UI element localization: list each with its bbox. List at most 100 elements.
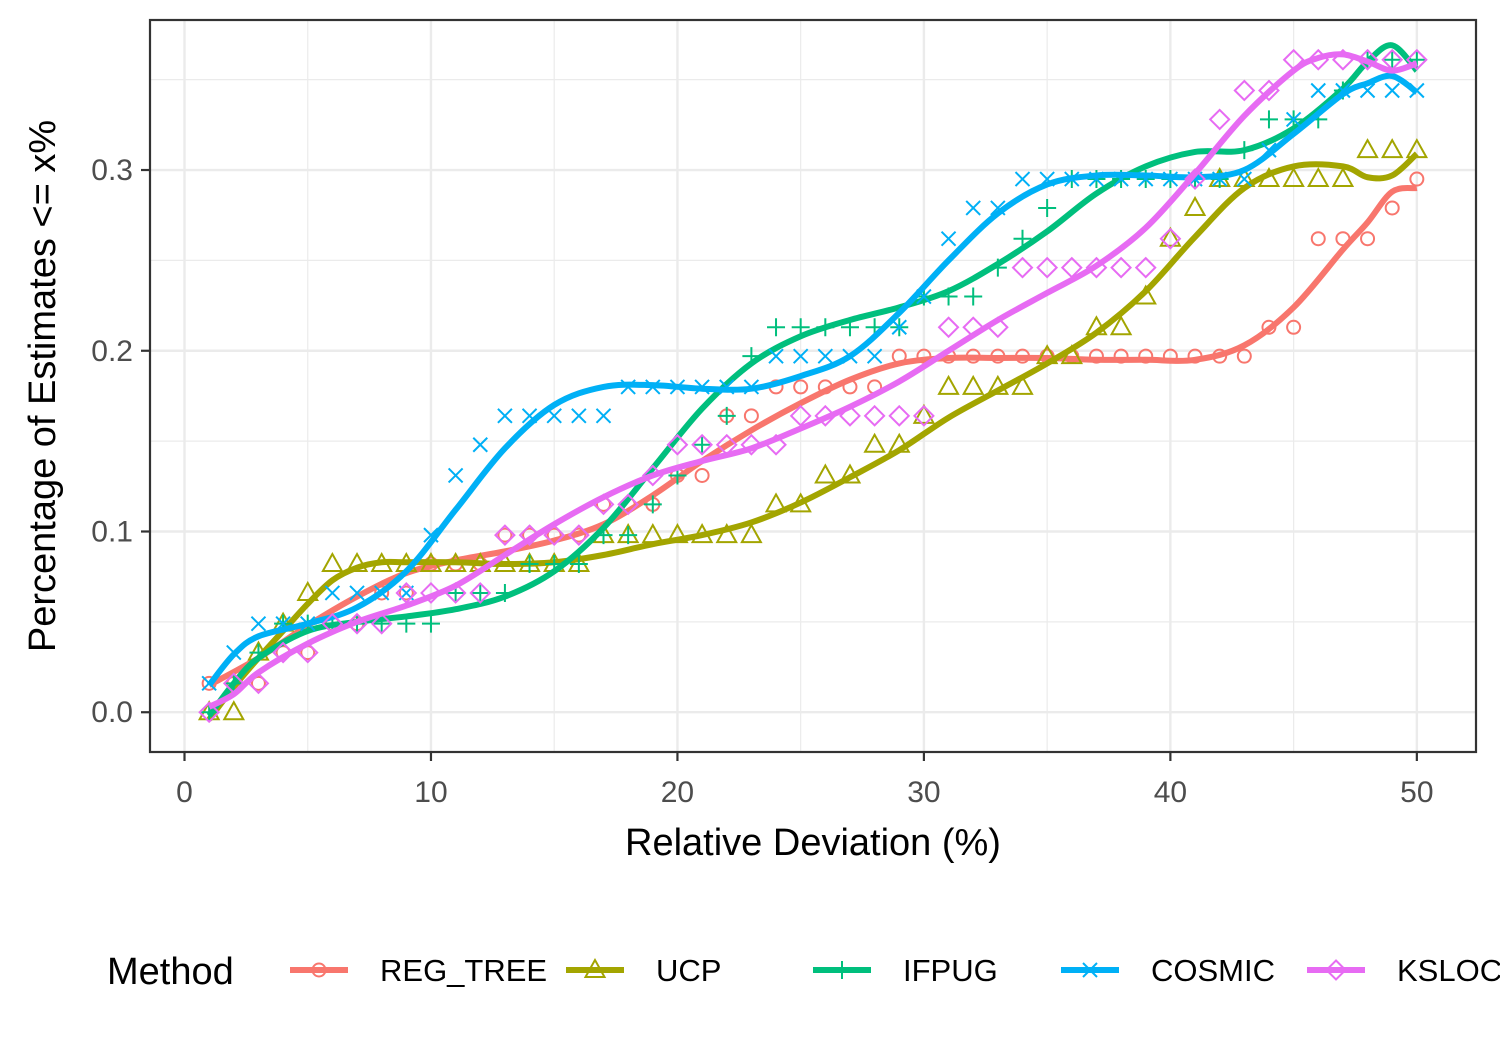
y-tick-label: 0.3 <box>91 154 133 187</box>
legend-label-ksloc: KSLOC <box>1397 953 1500 988</box>
data-point-ksloc <box>1134 256 1157 279</box>
smooth-line-ifpug <box>206 42 1420 718</box>
data-point-ucp <box>1307 167 1330 188</box>
x-tick-label: 10 <box>414 776 447 809</box>
data-point-ksloc <box>272 641 295 664</box>
data-point-ksloc <box>543 524 566 547</box>
legend-label-reg-tree: REG_TREE <box>380 953 547 988</box>
data-point-ksloc <box>691 433 714 456</box>
data-point-cosmic <box>940 230 957 247</box>
series-cosmic <box>201 72 1425 692</box>
data-point-cosmic <box>571 408 587 424</box>
grid <box>150 20 1476 752</box>
data-point-cosmic <box>349 585 365 601</box>
data-point-ucp <box>1356 138 1379 159</box>
series-ksloc <box>198 48 1428 724</box>
series-ifpug <box>200 42 1426 722</box>
data-point-ksloc <box>494 524 516 547</box>
data-point-ifpug <box>717 406 736 425</box>
data-point-ifpug <box>964 287 983 306</box>
data-point-reg-tree <box>1360 231 1376 247</box>
data-point-cosmic <box>965 200 981 216</box>
data-point-ifpug <box>693 435 712 454</box>
data-point-ucp <box>740 523 763 544</box>
data-point-cosmic <box>250 615 267 632</box>
data-point-ifpug <box>520 555 539 574</box>
data-point-reg-tree <box>743 408 759 424</box>
data-point-cosmic <box>792 348 809 364</box>
data-point-cosmic <box>891 319 907 335</box>
x-tick-label: 50 <box>1400 776 1433 809</box>
data-point-cosmic <box>447 467 464 484</box>
data-point-cosmic <box>1285 111 1302 128</box>
data-point-ifpug <box>1038 198 1057 217</box>
data-point-reg-tree <box>398 585 414 601</box>
data-point-ucp <box>1331 167 1355 188</box>
data-point-ksloc <box>1208 108 1231 131</box>
data-point-ksloc <box>567 524 590 547</box>
data-point-ksloc <box>863 404 886 427</box>
smooth-line-cosmic <box>206 72 1419 688</box>
data-point-cosmic <box>1310 82 1326 99</box>
smooth-line-reg-tree <box>207 184 1418 688</box>
series-reg-tree <box>201 171 1425 691</box>
data-point-cosmic <box>866 348 883 364</box>
data-point-ksloc <box>1405 48 1428 71</box>
data-point-ucp <box>1183 195 1207 216</box>
data-point-ucp <box>1282 167 1305 188</box>
data-point-reg-tree <box>497 527 513 543</box>
data-point-ksloc <box>469 582 492 604</box>
data-point-reg-tree <box>1384 200 1400 216</box>
legend-key-marker <box>1325 959 1347 981</box>
legend-label-cosmic: COSMIC <box>1151 953 1275 988</box>
legend-item-ifpug: IFPUG <box>813 953 998 988</box>
data-point-ksloc <box>617 493 640 516</box>
data-point-ifpug <box>767 318 786 337</box>
y-tick-label: 0.1 <box>91 515 133 548</box>
y-axis-title: Percentage of Estimates <= x% <box>22 120 64 652</box>
y-tick-label: 0.0 <box>91 696 133 729</box>
data-point-ksloc <box>420 582 442 604</box>
legend-key-marker <box>1082 962 1098 978</box>
data-point-ucp <box>222 700 246 721</box>
legend-title: Method <box>107 951 234 993</box>
plot-data <box>197 42 1429 724</box>
data-point-ifpug <box>569 555 588 574</box>
data-point-ksloc <box>912 404 935 427</box>
plot-panel-border <box>148 18 1478 754</box>
axes: 0 10 20 30 40 50 0.0 0.1 0.2 0.3 <box>91 154 1433 809</box>
x-tick-label: 30 <box>907 776 940 809</box>
data-point-ucp <box>912 403 936 424</box>
data-point-ucp <box>962 374 985 395</box>
data-point-ksloc <box>888 404 911 427</box>
data-point-reg-tree <box>694 467 710 483</box>
legend: Method REG_TREE UCP IFPUG COSMIC KSLOC <box>107 951 1500 993</box>
x-tick-label: 40 <box>1154 776 1187 809</box>
data-point-ifpug <box>619 526 638 545</box>
data-point-cosmic <box>324 585 341 601</box>
data-point-ksloc <box>1036 256 1059 279</box>
data-point-reg-tree <box>1310 231 1326 247</box>
data-point-ksloc <box>370 612 393 635</box>
data-point-reg-tree <box>1409 171 1425 187</box>
data-point-reg-tree <box>793 379 809 395</box>
data-point-ifpug <box>471 583 490 602</box>
data-point-reg-tree <box>250 675 266 691</box>
legend-item-cosmic: COSMIC <box>1061 953 1275 988</box>
data-point-ucp <box>1380 138 1404 159</box>
data-point-ucp <box>345 551 369 573</box>
data-point-ksloc <box>1184 168 1206 190</box>
data-point-ucp <box>641 523 664 544</box>
data-point-ifpug <box>1383 50 1402 69</box>
data-point-ucp <box>1159 226 1182 247</box>
data-point-ifpug <box>1259 110 1278 129</box>
x-tick-label: 20 <box>661 776 694 809</box>
data-point-ifpug <box>421 614 440 633</box>
x-tick-label: 0 <box>176 776 193 809</box>
data-point-ksloc <box>740 433 763 456</box>
data-point-ksloc <box>666 433 689 456</box>
data-point-ksloc <box>1110 256 1132 279</box>
data-point-ucp <box>937 374 960 395</box>
